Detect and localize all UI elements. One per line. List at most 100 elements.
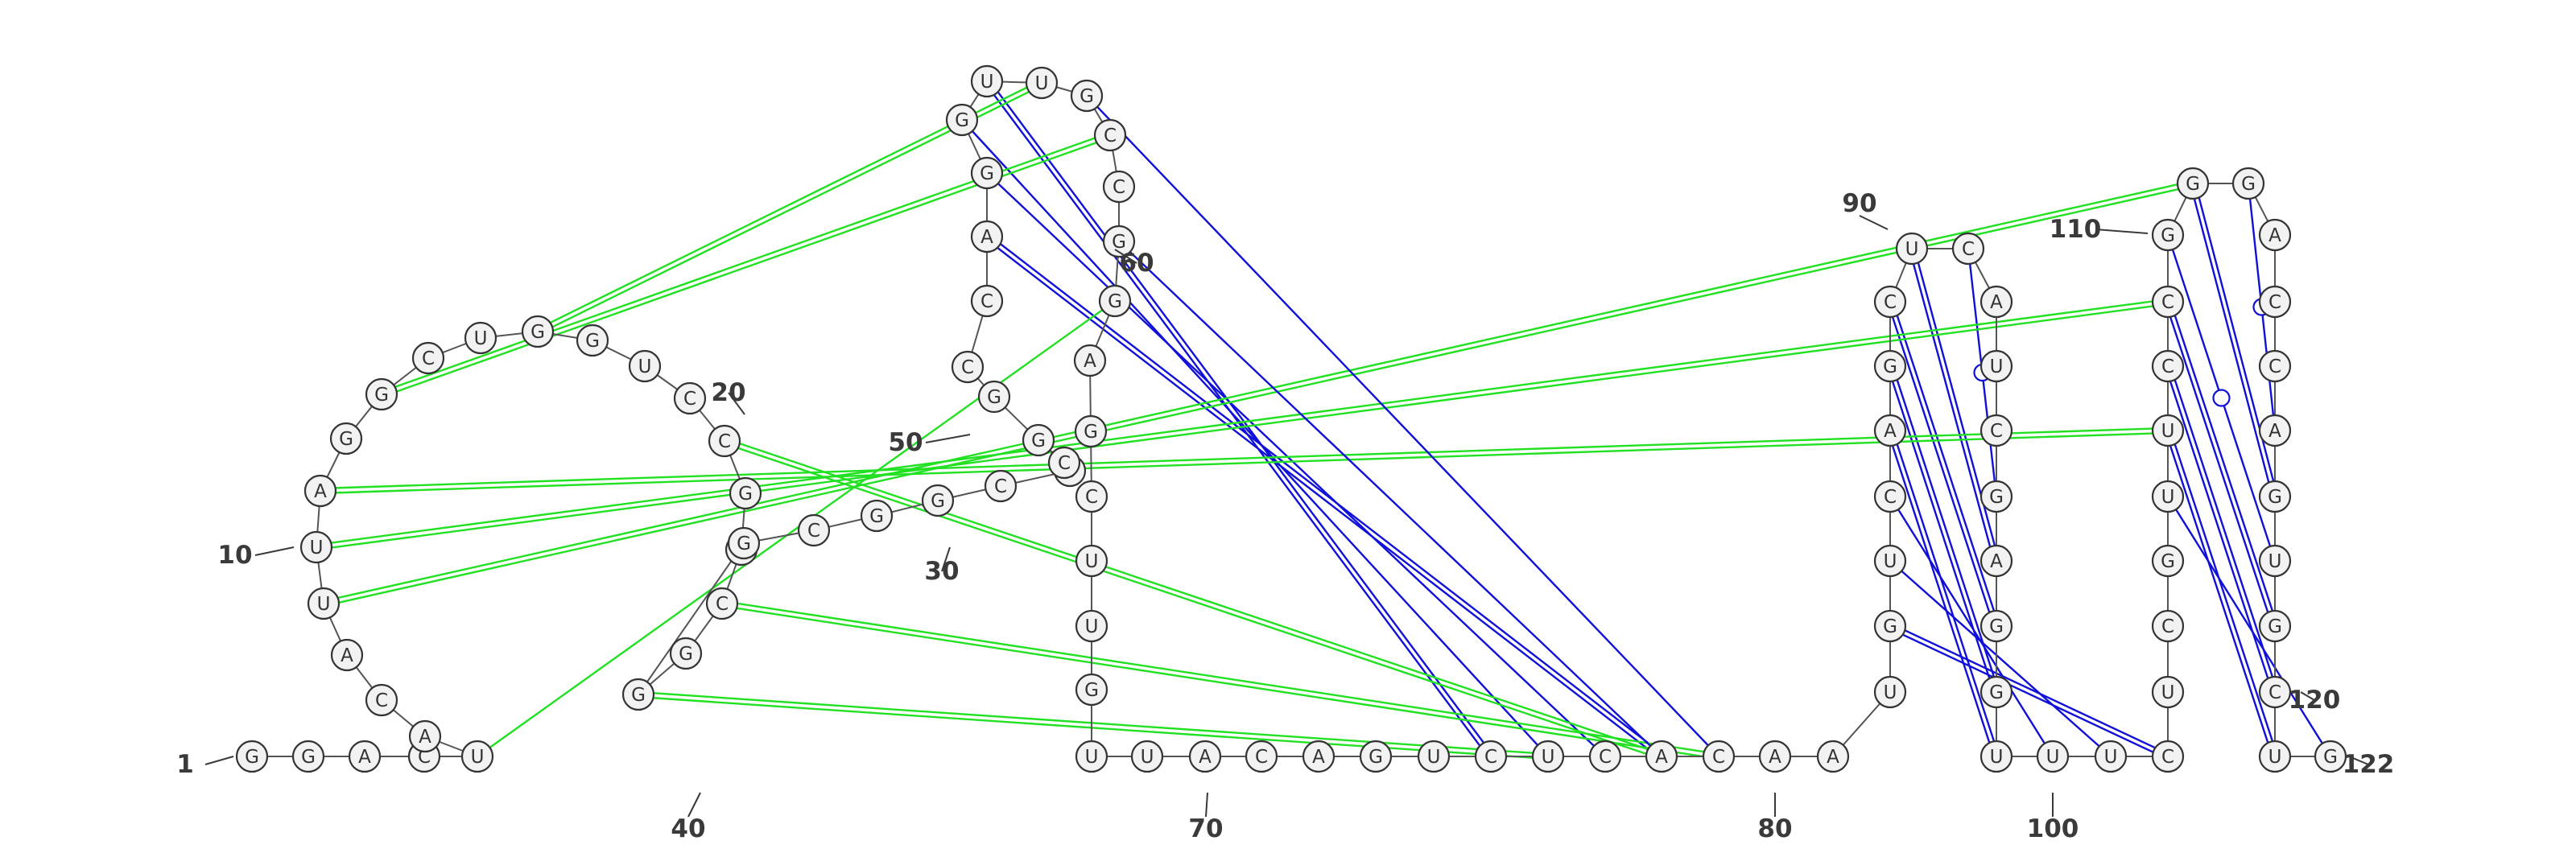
nucleotide-circle	[1075, 480, 1108, 513]
nucleotide: C	[984, 469, 1018, 503]
nucleotide-letter: C	[961, 357, 974, 378]
nucleotide: U	[1979, 740, 2013, 773]
base-pair-line	[1891, 300, 2000, 626]
nucleotide-circle	[673, 381, 707, 415]
nucleotide-letter: C	[422, 348, 435, 369]
nucleotide-letter: C	[1058, 453, 1071, 474]
nucleotide-circle	[1979, 285, 2013, 319]
nucleotide: C	[1588, 740, 1622, 773]
nucleotide-circle	[708, 424, 741, 458]
nucleotide: G	[621, 678, 655, 711]
nucleotide: G	[1070, 79, 1104, 113]
base-pair-line	[1891, 429, 2000, 756]
nucleotide-letter: U	[2268, 747, 2282, 768]
nucleotide: A	[970, 220, 1004, 253]
nucleotide: A	[1873, 414, 1907, 447]
nucleotide-circle	[408, 719, 442, 753]
backbone-segment	[638, 542, 745, 695]
nucleotide-circle	[1979, 544, 2013, 578]
base-pair-line	[2169, 365, 2278, 692]
nucleotide-circle	[729, 476, 762, 510]
nucleotide-circle	[303, 474, 337, 508]
nucleotide: G	[1074, 414, 1108, 448]
nucleotide: C	[2258, 349, 2292, 383]
nucleotide-letter: G	[1084, 680, 1099, 701]
nucleotide-circle	[1979, 349, 2013, 383]
nucleotide-letter: A	[2268, 421, 2281, 442]
nucleotide: G	[921, 484, 955, 517]
nucleotide-letter: G	[374, 385, 389, 406]
nucleotide: G	[970, 156, 1004, 190]
nucleotide: G	[1075, 673, 1108, 707]
nucleotide-letter: A	[1990, 551, 2003, 572]
base-pair-line	[1891, 365, 2000, 692]
nucleotide: U	[307, 587, 341, 620]
nucleotide-circle	[797, 513, 831, 547]
nucleotide-letter: U	[1035, 73, 1049, 94]
nucleotide-letter: U	[1884, 682, 1897, 703]
nucleotide-circle	[365, 683, 398, 717]
nucleotide: U	[1130, 740, 1164, 773]
nucleotide: G	[235, 740, 269, 773]
base-pair-line	[2166, 496, 2332, 757]
nucleotide: C	[411, 341, 445, 375]
nucleotide-letter: C	[1884, 292, 1897, 313]
base-pair-line	[2165, 302, 2274, 628]
nucleotide: G	[2151, 544, 2185, 578]
nucleotide-letter: G	[631, 685, 646, 706]
nucleotide-circle	[977, 380, 1011, 414]
nucleotide: G	[1359, 740, 1393, 773]
nucleotide: G	[521, 315, 555, 348]
nucleotide-circle	[2258, 285, 2292, 319]
nucleotide-letter: G	[737, 534, 751, 554]
nucleotide-circle	[1070, 79, 1104, 113]
nucleotide-circle	[1531, 740, 1565, 773]
base-pair-line	[2169, 300, 2278, 626]
backbone	[252, 80, 2330, 757]
nucleotide: U	[1979, 349, 2013, 383]
nucleotide-letter: G	[1883, 356, 1897, 377]
base-pair-line	[985, 237, 1661, 760]
nucleotide-circle	[1359, 740, 1393, 773]
nucleotide: G	[1102, 225, 1136, 258]
base-pair-line	[638, 695, 1548, 760]
nucleotide: A	[2258, 414, 2292, 447]
nucleotide-circle	[2176, 167, 2210, 200]
nucleotide-letter: U	[1085, 616, 1099, 637]
nucleotide-letter: A	[1884, 421, 1897, 442]
nucleotide-circle	[460, 740, 494, 773]
nucleotide-circle	[1302, 740, 1335, 773]
position-tick	[204, 756, 234, 765]
base-pair-line	[316, 298, 2168, 546]
nucleotide-circle	[2036, 740, 2070, 773]
nucleotide-circle	[921, 484, 955, 517]
nucleotide-letter: U	[980, 72, 994, 93]
nucleotide-circle	[2151, 609, 2185, 643]
nucleotide-circle	[1588, 740, 1622, 773]
nucleotide-letter: G	[530, 322, 545, 343]
nucleotide-circle	[365, 377, 398, 411]
position-tick	[687, 792, 701, 818]
nucleotide-letter: G	[679, 644, 693, 665]
nucleotide-letter: U	[471, 747, 485, 768]
nucleotide: G	[291, 740, 325, 773]
nucleotide-circle	[970, 220, 1004, 253]
nucleotide-letter: C	[1484, 747, 1497, 768]
nucleotide-circle	[970, 284, 1004, 318]
nucleotide: G	[1979, 675, 2013, 709]
nucleotide-letter: C	[1884, 487, 1897, 508]
nucleotide-letter: A	[419, 727, 431, 748]
nucleotide: G	[1979, 480, 2013, 513]
nucleotide-circle	[330, 638, 364, 672]
nucleotide-circle	[1188, 740, 1222, 773]
nucleotide-letter: G	[1080, 86, 1094, 107]
base-pair-line	[1887, 366, 1996, 694]
nucleotide-letter: G	[1989, 487, 2004, 508]
nucleotide-letter: U	[2268, 551, 2282, 572]
nucleotide-circle	[2151, 544, 2185, 578]
nucleotide-circle	[621, 678, 655, 711]
nucleotide: A	[1188, 740, 1222, 773]
nucleotide: C	[2151, 609, 2185, 643]
nucleotide-letter: G	[2241, 174, 2256, 195]
